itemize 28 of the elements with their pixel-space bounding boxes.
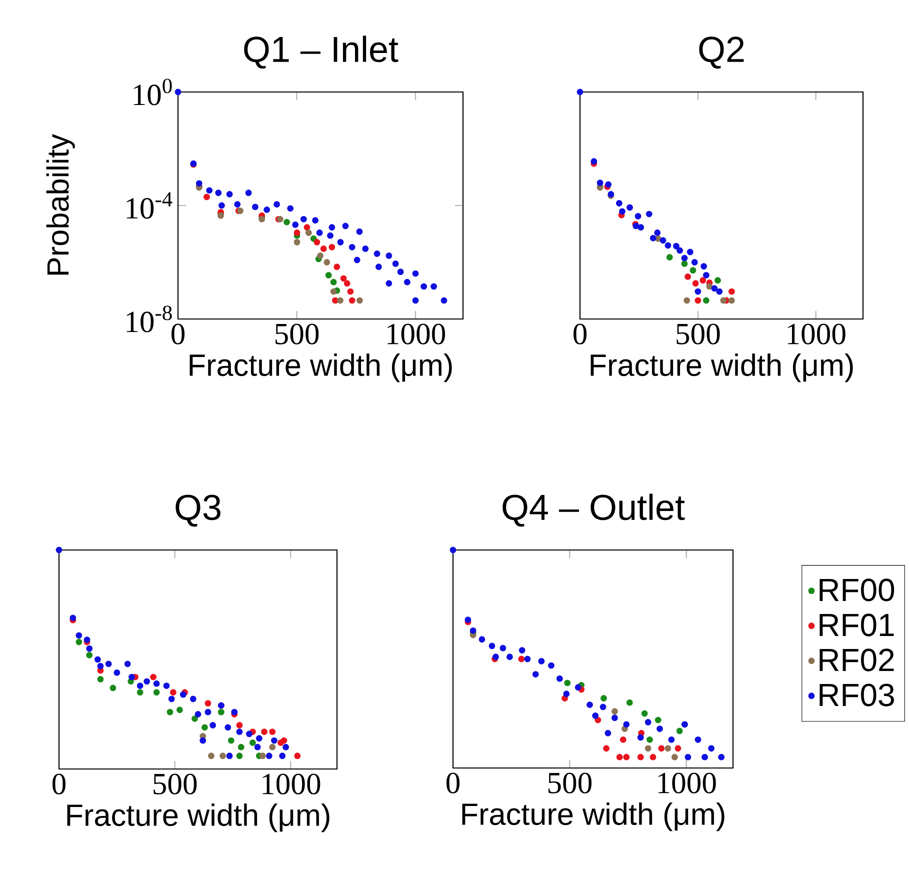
x-tick-label: 1000 xyxy=(388,324,446,344)
x-tick-label: 500 xyxy=(676,324,720,344)
legend-label: RF02 xyxy=(820,648,894,672)
y-axis-title: Probability xyxy=(46,134,75,275)
x-axis-title: Fracture width (μm) xyxy=(190,354,452,382)
x-tick-label: 1000 xyxy=(658,772,716,794)
y-tick-label: 10$^{0}$ xyxy=(134,78,172,106)
legend-label: RF01 xyxy=(820,614,894,636)
legend-label: RF03 xyxy=(820,684,894,706)
legend-label: RF00 xyxy=(820,578,894,602)
x-axis-title: Fracture width (μm) xyxy=(590,354,853,382)
x-tick-label: 500 xyxy=(548,772,592,794)
x-tick-label: 0 xyxy=(52,774,66,794)
chart-title: Q1 – Inlet xyxy=(244,36,398,69)
chart-title: Q3 xyxy=(176,494,220,527)
x-tick-label: 1000 xyxy=(788,324,846,344)
x-tick-label: 500 xyxy=(276,324,319,344)
y-tick-label: 10$^{-4}$ xyxy=(126,192,172,219)
x-tick-label: 500 xyxy=(154,774,197,794)
x-axis-title: Fracture width (μm) xyxy=(462,802,724,832)
x-tick-label: 0 xyxy=(574,324,587,344)
x-tick-label: 1000 xyxy=(262,774,320,794)
chart-title: Q2 xyxy=(699,36,744,69)
x-tick-label: 0 xyxy=(172,324,185,344)
x-axis-title: Fracture width (μm) xyxy=(67,804,330,832)
y-tick-label: 10$^{-8}$ xyxy=(126,306,172,332)
chart-title: Q4 – Outlet xyxy=(502,494,685,527)
x-tick-label: 0 xyxy=(446,772,460,794)
